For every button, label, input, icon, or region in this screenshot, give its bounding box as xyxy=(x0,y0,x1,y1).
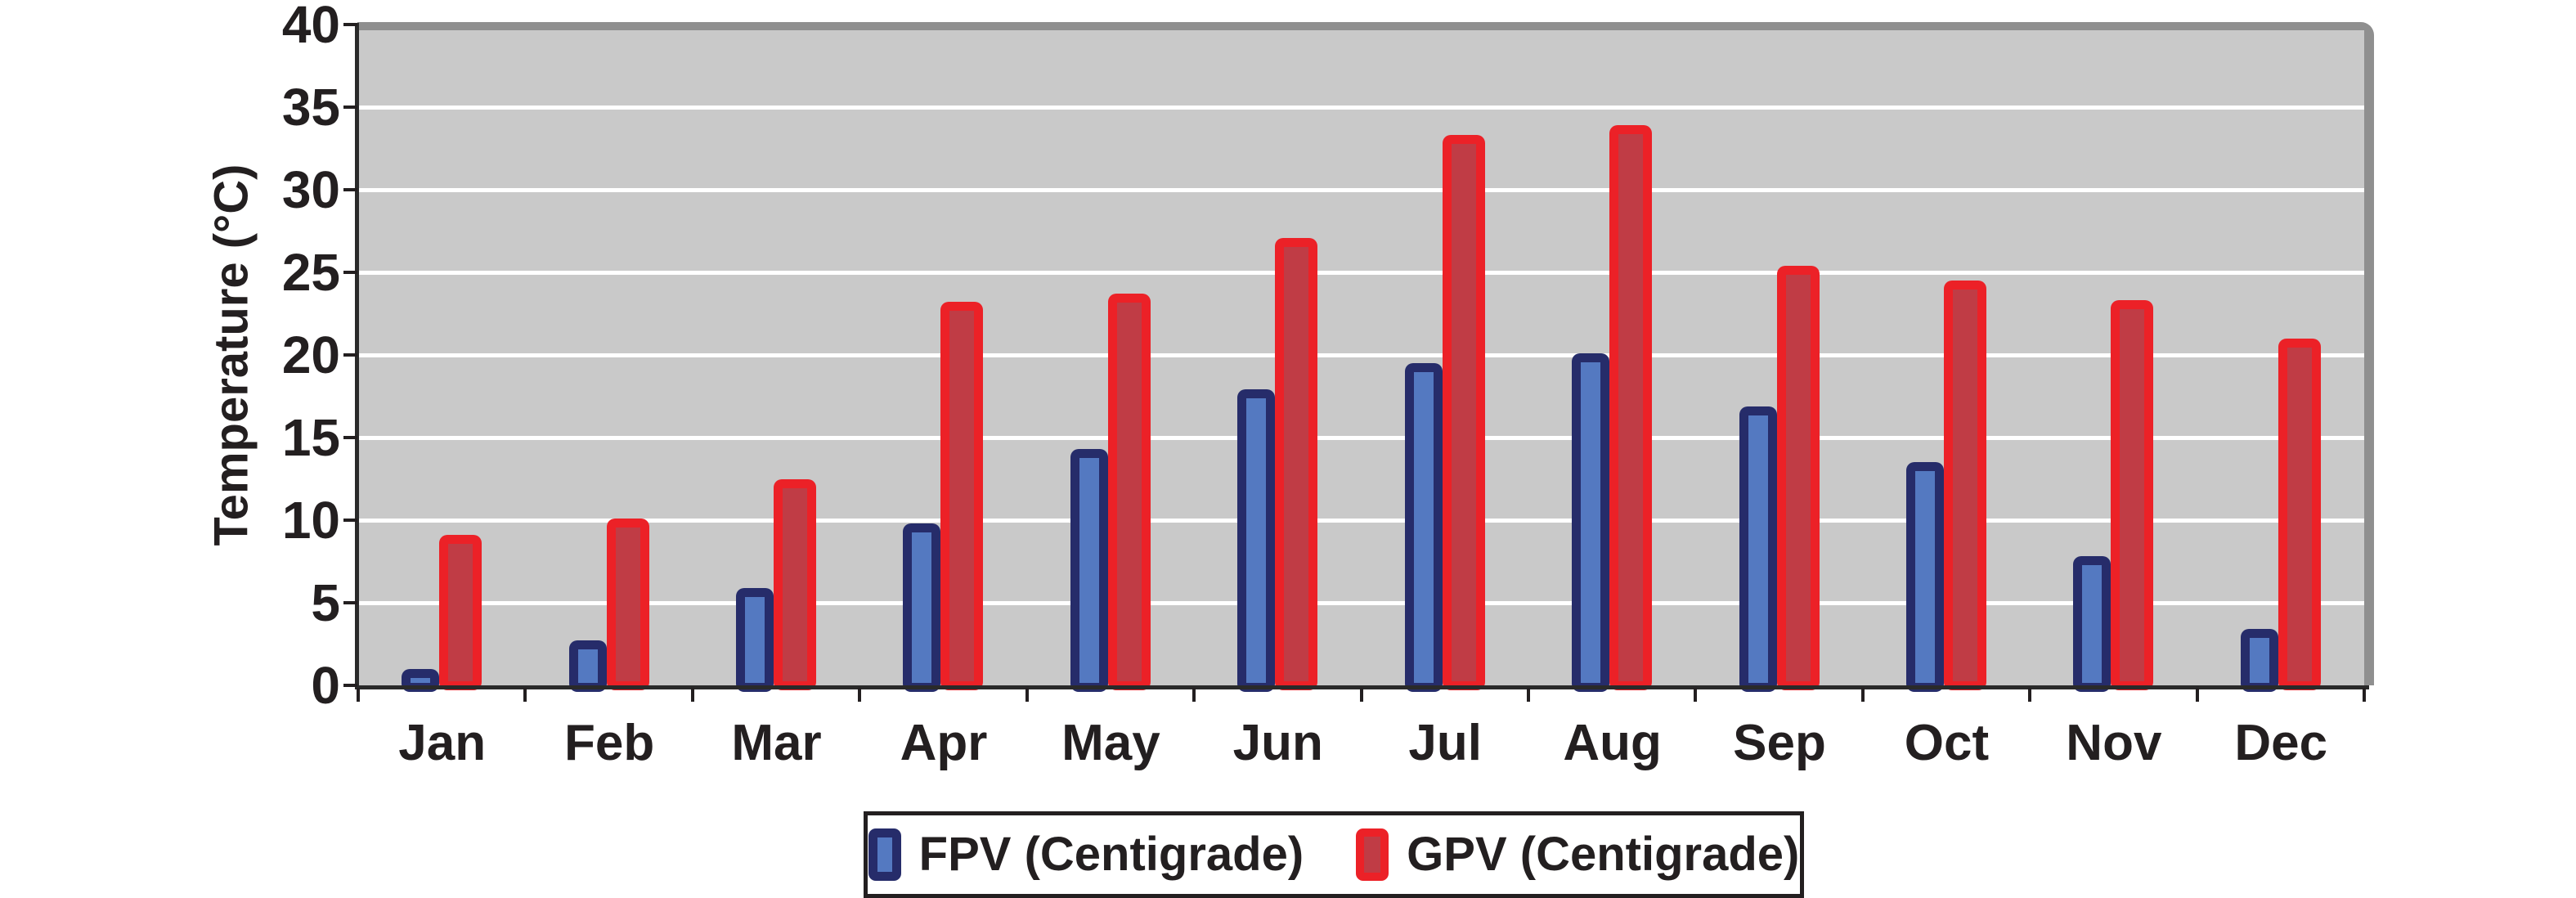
legend-swatch-gpv xyxy=(1356,828,1389,881)
x-tick-5 xyxy=(1192,688,1196,702)
x-tick-11 xyxy=(2195,688,2199,702)
y-tick-label-30: 30 xyxy=(281,160,340,219)
y-tick-label-5: 5 xyxy=(311,573,340,632)
legend-swatch-fpv xyxy=(868,828,901,881)
bar-mar-gpv xyxy=(774,478,817,690)
bar-jan-gpv xyxy=(439,535,482,690)
month-label-mar: Mar xyxy=(731,715,822,771)
y-tick-0 xyxy=(343,684,357,687)
y-tick-5 xyxy=(343,601,357,604)
x-tick-10 xyxy=(2028,688,2032,702)
bar-nov-gpv xyxy=(2111,300,2154,690)
bar-dec-fpv xyxy=(2240,629,2278,692)
gridline-15 xyxy=(358,436,2364,440)
x-tick-2 xyxy=(690,688,694,702)
bar-jul-fpv xyxy=(1404,363,1443,692)
legend-label-fpv: FPV (Centigrade) xyxy=(918,828,1304,881)
month-label-dec: Dec xyxy=(2234,715,2328,771)
y-tick-label-10: 10 xyxy=(281,491,340,550)
y-tick-30 xyxy=(343,188,357,191)
bar-dec-gpv xyxy=(2278,338,2321,690)
bar-feb-fpv xyxy=(568,640,607,692)
bar-jun-gpv xyxy=(1275,237,1318,690)
month-label-jul: Jul xyxy=(1408,715,1482,771)
legend: FPV (Centigrade) GPV (Centigrade) xyxy=(864,811,1804,898)
plot-area xyxy=(357,30,2364,685)
y-tick-label-20: 20 xyxy=(281,326,340,384)
x-tick-9 xyxy=(1860,688,1865,702)
gridline-10 xyxy=(358,519,2364,523)
y-tick-label-40: 40 xyxy=(281,0,340,54)
x-tick-1 xyxy=(523,688,527,702)
month-label-apr: Apr xyxy=(900,715,988,771)
x-axis-line xyxy=(355,685,2369,689)
x-tick-3 xyxy=(858,688,862,702)
legend-item-fpv: FPV (Centigrade) xyxy=(868,828,1304,881)
month-label-jun: Jun xyxy=(1232,715,1323,771)
y-tick-35 xyxy=(343,106,357,109)
bar-may-fpv xyxy=(1070,449,1108,692)
y-tick-20 xyxy=(343,353,357,357)
y-tick-15 xyxy=(343,436,357,439)
month-label-oct: Oct xyxy=(1904,715,1990,771)
month-label-aug: Aug xyxy=(1563,715,1662,771)
y-tick-label-15: 15 xyxy=(281,408,340,467)
bar-jul-gpv xyxy=(1442,135,1485,690)
gridline-35 xyxy=(358,106,2364,110)
bar-jun-fpv xyxy=(1237,389,1276,692)
y-tick-10 xyxy=(343,519,357,522)
y-tick-label-25: 25 xyxy=(281,243,340,302)
bar-apr-gpv xyxy=(940,302,984,690)
y-tick-25 xyxy=(343,271,357,274)
bar-aug-gpv xyxy=(1609,125,1653,690)
bar-mar-fpv xyxy=(736,587,774,692)
month-label-feb: Feb xyxy=(564,715,655,771)
gridline-5 xyxy=(358,601,2364,605)
bar-aug-fpv xyxy=(1572,352,1610,692)
month-label-sep: Sep xyxy=(1733,715,1826,771)
bar-oct-fpv xyxy=(1905,462,1944,692)
y-tick-40 xyxy=(343,23,357,26)
legend-label-gpv: GPV (Centigrade) xyxy=(1407,828,1800,881)
x-tick-8 xyxy=(1694,688,1698,702)
gridline-30 xyxy=(358,188,2364,192)
bar-nov-fpv xyxy=(2073,556,2112,692)
month-label-jan: Jan xyxy=(398,715,487,771)
gridline-25 xyxy=(358,271,2364,275)
bar-oct-gpv xyxy=(1943,281,1986,690)
bar-sep-fpv xyxy=(1739,406,1777,692)
x-tick-6 xyxy=(1359,688,1363,702)
bar-sep-gpv xyxy=(1776,265,1820,690)
bar-apr-fpv xyxy=(903,523,941,692)
x-tick-4 xyxy=(1025,688,1029,702)
month-label-nov: Nov xyxy=(2066,715,2162,771)
x-tick-7 xyxy=(1526,688,1530,702)
bar-feb-gpv xyxy=(606,518,649,690)
y-tick-label-35: 35 xyxy=(281,78,340,137)
month-label-may: May xyxy=(1061,715,1160,771)
gridline-20 xyxy=(358,353,2364,357)
y-tick-label-0: 0 xyxy=(311,656,340,715)
x-tick-0 xyxy=(357,688,360,702)
bar-may-gpv xyxy=(1107,294,1151,690)
x-tick-12 xyxy=(2363,688,2366,702)
legend-item-gpv: GPV (Centigrade) xyxy=(1356,828,1799,881)
